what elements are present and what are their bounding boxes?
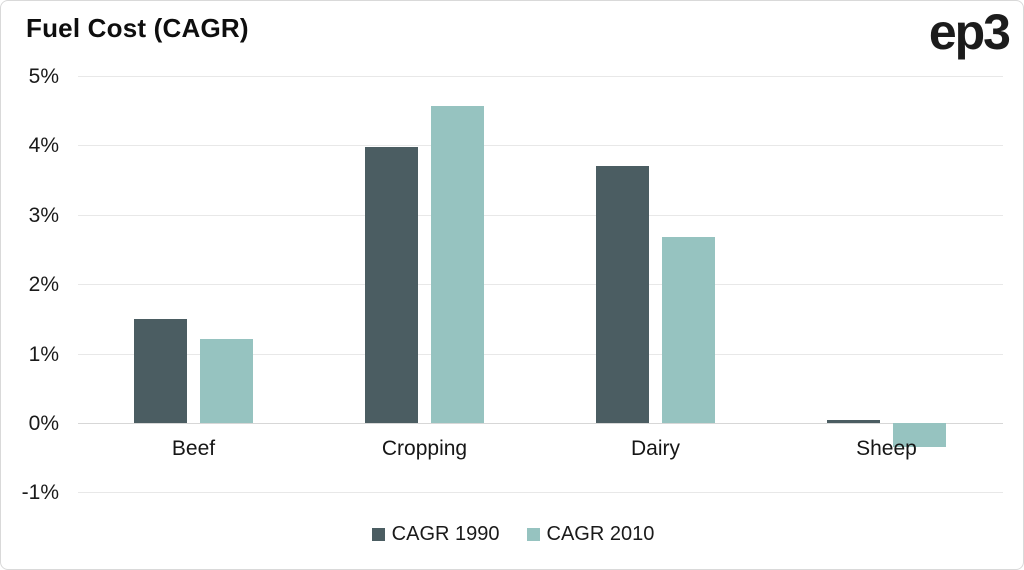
gridline--1: [78, 492, 1003, 494]
x-category-label-cropping: Cropping: [381, 437, 468, 460]
bar-sheep-cagr-1990: [827, 420, 880, 423]
x-category-label-sheep: Sheep: [856, 437, 917, 460]
legend-item-cagr-2010: CAGR 2010: [526, 523, 655, 545]
y-tick-label-3-: 3%: [28, 203, 59, 227]
legend-label-cagr-1990: CAGR 1990: [391, 523, 500, 545]
y-tick-label-5-: 5%: [28, 65, 59, 88]
bar-sheep-cagr-2010: [893, 423, 946, 447]
legend-swatch-cagr-2010: [526, 527, 540, 541]
bar-dairy-cagr-2010: [662, 237, 715, 423]
y-tick-label-1-: 1%: [28, 342, 59, 366]
zero-gridline: [78, 423, 1003, 424]
gridline-1: [78, 353, 1003, 355]
legend-label-cagr-2010: CAGR 2010: [546, 523, 655, 545]
ep3-logo: ep3: [928, 4, 1011, 60]
chart-legend: CAGR 1990 CAGR 2010: [1, 523, 1023, 545]
bar-cropping-cagr-1990: [365, 146, 418, 423]
y-tick-label--1-: -1%: [21, 481, 59, 505]
bar-cropping-cagr-2010: [431, 105, 484, 423]
y-tick-label-0-: 0%: [28, 412, 59, 435]
chart-title: Fuel Cost (CAGR): [26, 13, 249, 43]
bar-beef-cagr-1990: [134, 318, 187, 423]
legend-swatch-cagr-1990: [371, 527, 385, 541]
y-tick-label-4-: 4%: [28, 134, 59, 158]
gridline-3: [78, 214, 1003, 216]
bar-dairy-cagr-1990: [596, 165, 649, 423]
bar-beef-cagr-2010: [200, 339, 253, 423]
y-tick-label-2-: 2%: [28, 273, 59, 297]
gridline-4: [78, 145, 1003, 147]
x-category-label-dairy: Dairy: [630, 437, 680, 460]
gridline-2: [78, 284, 1003, 286]
gridline-5: [78, 76, 1003, 77]
x-category-label-beef: Beef: [171, 437, 216, 460]
legend-item-cagr-1990: CAGR 1990: [371, 523, 500, 545]
